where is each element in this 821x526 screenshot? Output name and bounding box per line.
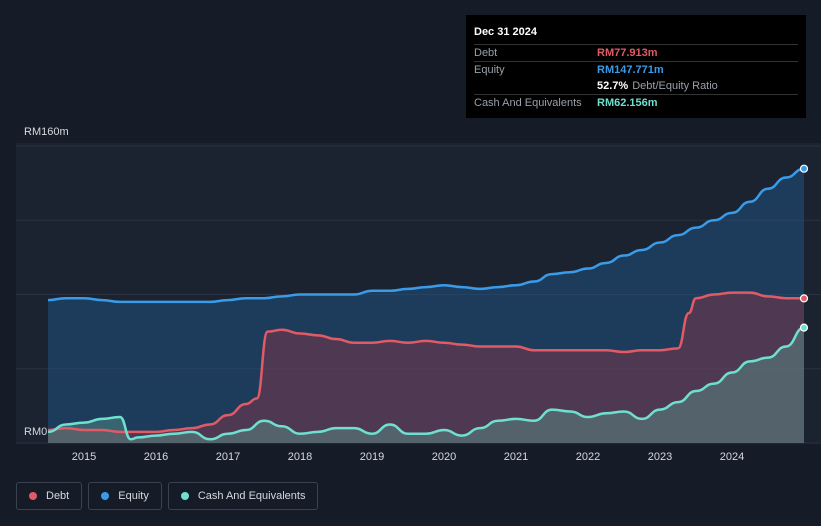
x-tick-label: 2024 <box>720 451 744 463</box>
tooltip-equity-label: Equity <box>474 64 505 76</box>
y-axis-labels: RM160m RM0 <box>24 126 69 438</box>
line-equity <box>47 167 805 304</box>
series-areas <box>48 168 804 444</box>
line-cash-and-equivalents <box>47 326 805 441</box>
end-marker-debt <box>799 294 809 303</box>
end-marker-equity <box>799 164 809 173</box>
tooltip-debt-value: RM77.913m <box>597 47 658 59</box>
tooltip-row-cash: Cash And Equivalents RM62.156m <box>474 94 798 111</box>
tooltip-cash-label: Cash And Equivalents <box>474 97 582 109</box>
line-debt <box>47 291 805 434</box>
tooltip-panel: Dec 31 2024 Debt RM77.913m Equity RM147.… <box>466 15 806 118</box>
tooltip-row-equity: Equity RM147.771m <box>474 61 798 78</box>
chart-legend: Debt Equity Cash And Equivalents <box>16 482 319 510</box>
tooltip-debt-label: Debt <box>474 47 498 59</box>
x-tick-label: 2023 <box>648 451 672 463</box>
legend-dot-debt <box>29 492 37 500</box>
legend-item-equity[interactable]: Equity <box>88 482 162 510</box>
x-tick-label: 2015 <box>72 451 96 463</box>
x-tick-label: 2022 <box>576 451 600 463</box>
x-tick-label: 2021 <box>504 451 528 463</box>
series-lines <box>47 167 805 441</box>
y-tick-label: RM160m <box>24 126 69 138</box>
area-debt <box>48 292 804 443</box>
tooltip-row-ratio: 52.7% Debt/Equity Ratio <box>474 78 798 94</box>
tooltip-cash-value: RM62.156m <box>597 97 658 109</box>
legend-item-debt[interactable]: Debt <box>16 482 83 510</box>
x-tick-label: 2018 <box>288 451 312 463</box>
x-tick-label: 2016 <box>144 451 168 463</box>
legend-label-debt: Debt <box>46 490 70 502</box>
area-cash-and-equivalents <box>48 327 804 443</box>
x-tick-label: 2017 <box>216 451 240 463</box>
x-tick-label: 2020 <box>432 451 456 463</box>
legend-label-equity: Equity <box>118 490 149 502</box>
legend-dot-equity <box>101 492 110 500</box>
tooltip-date: Dec 31 2024 <box>474 26 537 38</box>
x-tick-label: 2019 <box>360 451 384 463</box>
x-axis-labels: 2015 2016 2017 2018 2019 2020 2021 2022 2023 2024 <box>72 451 744 463</box>
tooltip-equity-value: RM147.771m <box>597 64 664 76</box>
legend-item-cash[interactable]: Cash And Equivalents <box>167 482 319 510</box>
series-end-markers <box>799 164 809 332</box>
tooltip-ratio-value: 52.7% <box>597 80 629 92</box>
legend-dot-cash <box>180 492 189 500</box>
end-marker-cash-and-equivalents <box>799 323 809 332</box>
tooltip-row-debt: Debt RM77.913m <box>474 44 798 61</box>
y-tick-label: RM0 <box>24 426 47 438</box>
tooltip-ratio-label: Debt/Equity Ratio <box>632 80 718 92</box>
legend-label-cash: Cash And Equivalents <box>197 490 306 502</box>
